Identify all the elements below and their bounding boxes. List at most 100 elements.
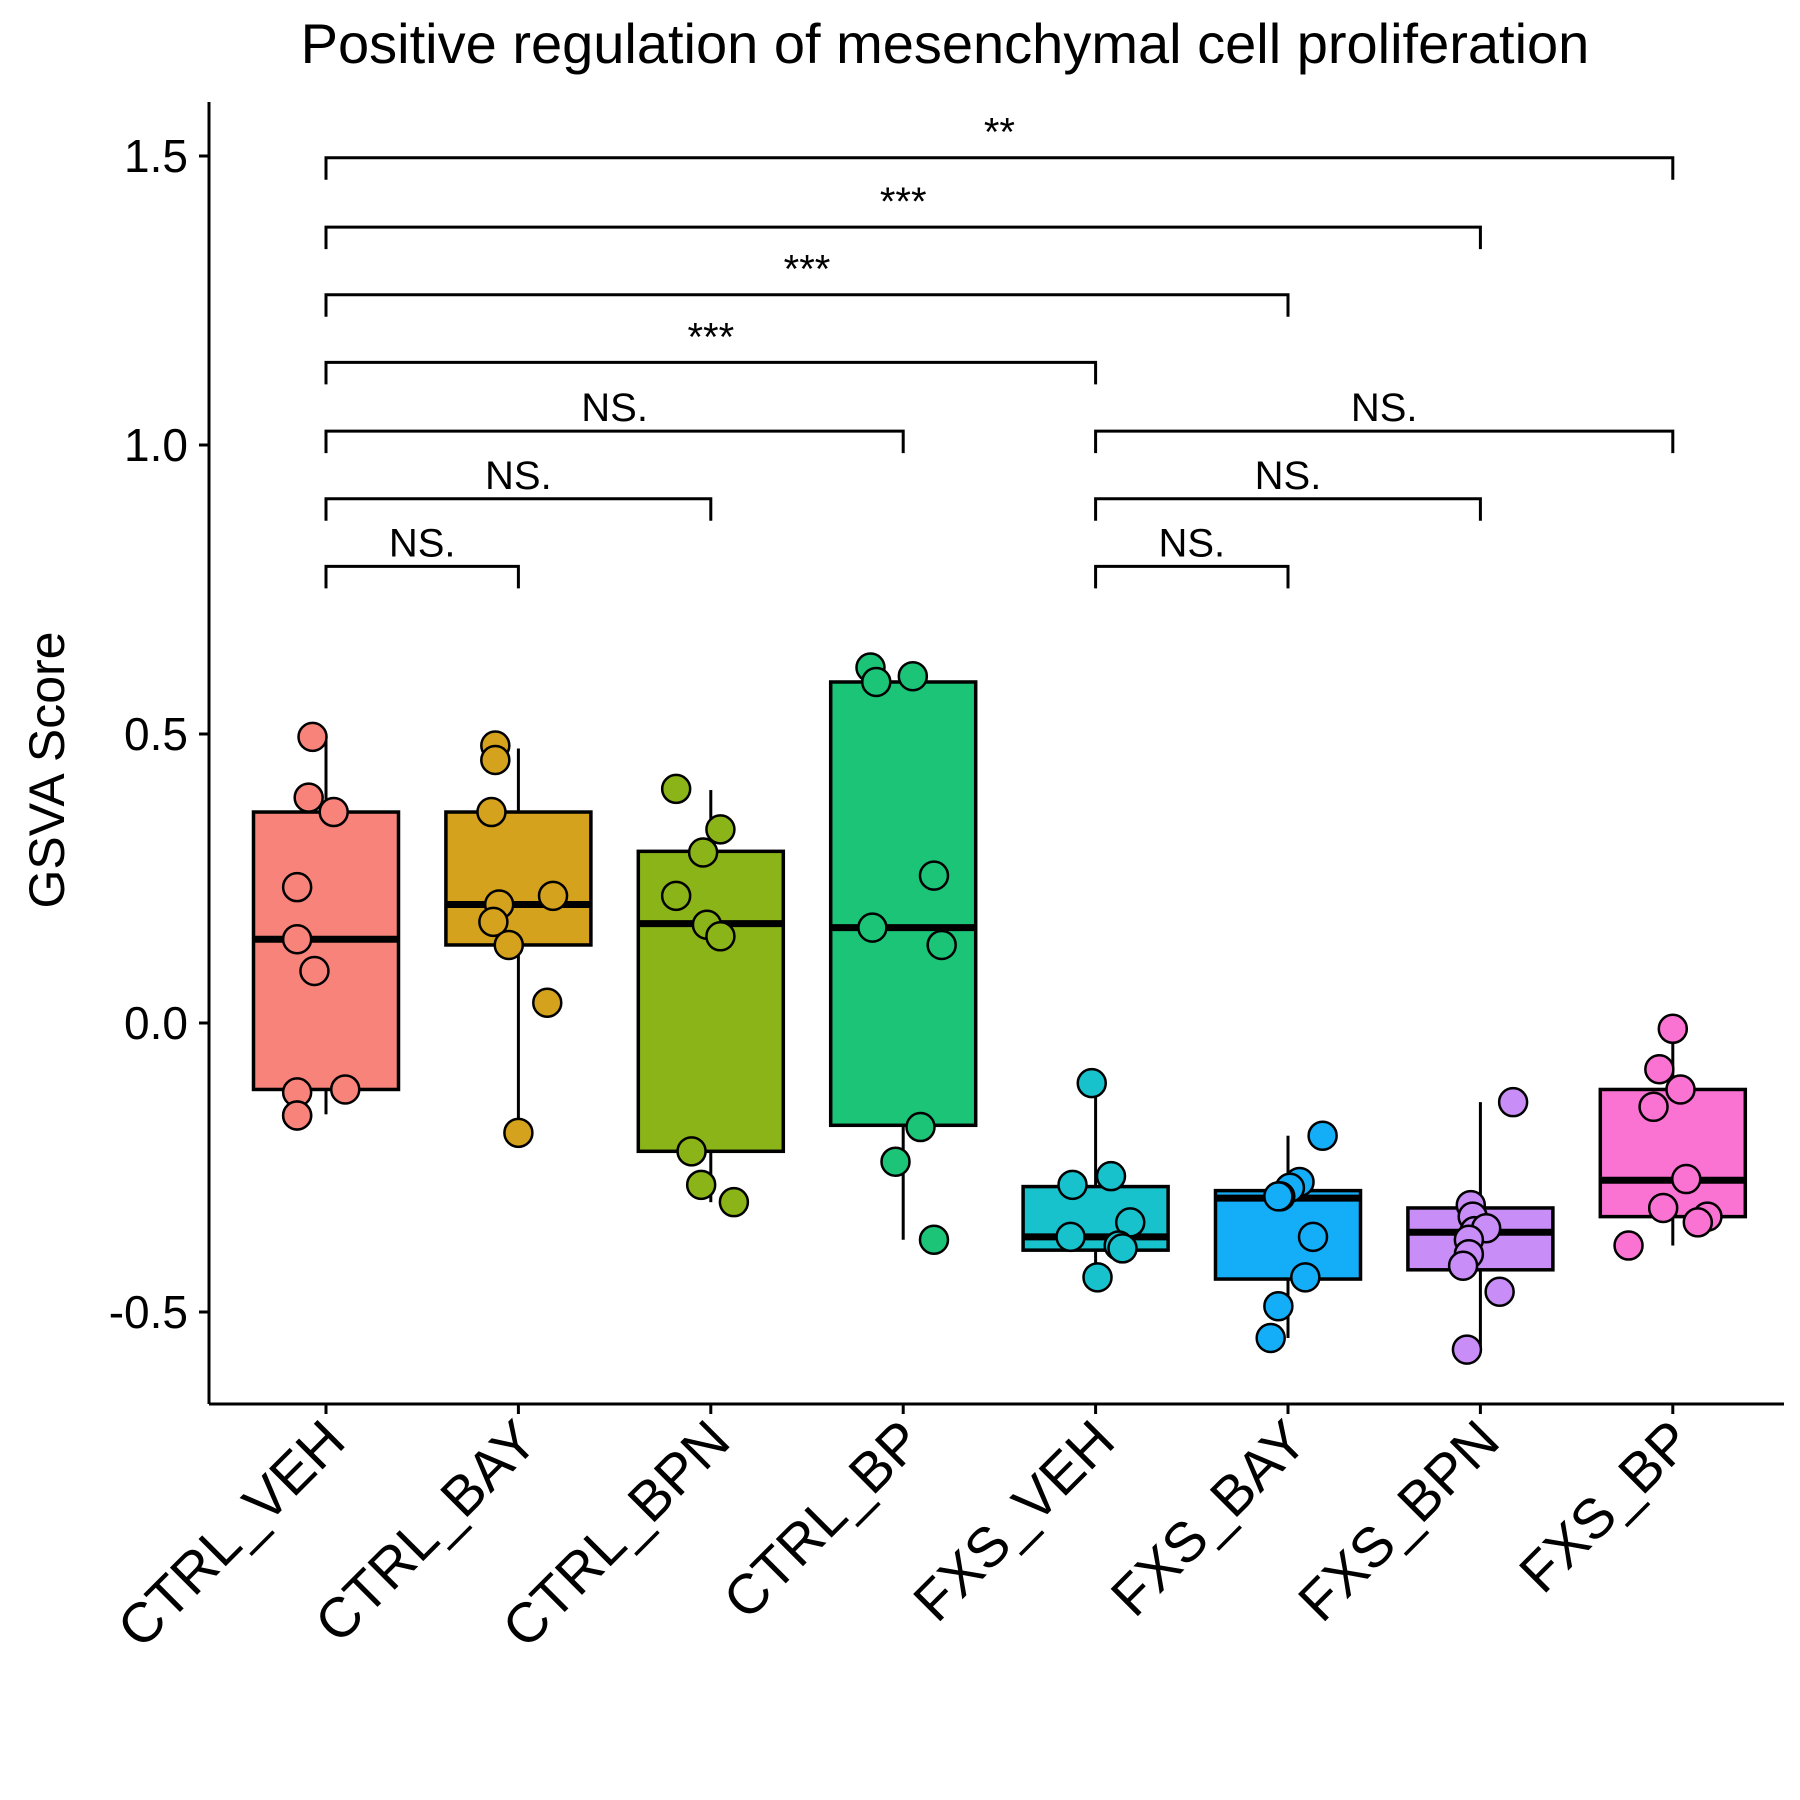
x-tick-label: CTRL_BP (711, 1408, 934, 1631)
y-tick-label: 1.0 (124, 419, 188, 471)
data-point (281, 871, 313, 903)
significance-label: NS. (1351, 386, 1418, 430)
data-point (318, 796, 349, 828)
data-point (857, 912, 888, 943)
data-point (1263, 1290, 1294, 1322)
data-point (1497, 1086, 1529, 1118)
data-point (1451, 1334, 1483, 1365)
y-tick-label: -0.5 (109, 1286, 188, 1338)
data-point (1082, 1262, 1113, 1293)
data-point (926, 929, 957, 961)
box-fxs-veh (1021, 1083, 1170, 1278)
data-point (660, 773, 692, 805)
data-point (1297, 1221, 1329, 1253)
data-points (281, 652, 1723, 1365)
y-ticks: -0.5 0.0 0.5 1.0 1.5 (109, 130, 209, 1338)
data-point (687, 837, 719, 868)
data-point (1644, 1053, 1675, 1085)
chart-title: Positive regulation of mesenchymal cell … (301, 12, 1590, 75)
box-body (444, 810, 593, 947)
data-point (532, 987, 563, 1019)
significance-bracket (324, 497, 713, 521)
significance-bracket (324, 156, 1675, 180)
significance-label: NS. (1255, 454, 1322, 498)
data-point (1307, 1120, 1338, 1151)
data-point (1638, 1091, 1669, 1123)
box-body (251, 810, 401, 1092)
x-tick-label: FXS_BAY (1099, 1408, 1319, 1628)
x-tick-label: FXS_BPN (1286, 1408, 1511, 1633)
significance-bracket (324, 564, 520, 589)
data-point (685, 1169, 717, 1201)
data-point (880, 1146, 911, 1177)
data-point (1682, 1207, 1714, 1238)
data-point (1613, 1230, 1644, 1261)
data-point (1290, 1262, 1321, 1293)
data-point (660, 880, 692, 912)
data-point (918, 860, 950, 891)
significance-bracket (1094, 429, 1675, 454)
data-point (1671, 1163, 1702, 1195)
significance-bracket (1094, 497, 1482, 521)
x-tick-label: FXS_VEH (901, 1408, 1126, 1633)
data-point (897, 660, 929, 692)
box-body (1021, 1184, 1170, 1252)
box-body (636, 849, 786, 1154)
data-point (537, 880, 569, 912)
significance-bracket (1094, 564, 1290, 589)
data-point (297, 721, 328, 753)
box-series (251, 670, 1748, 1350)
significance-brackets: NS.NS.NS.***********NS.NS.NS. (324, 111, 1675, 589)
data-point (293, 782, 324, 813)
box-ctrl-bp (828, 670, 978, 1240)
box-ctrl-veh (251, 736, 401, 1115)
data-point (1263, 1181, 1294, 1212)
data-point (1657, 1013, 1689, 1045)
data-point (281, 1100, 313, 1131)
data-point (299, 955, 330, 987)
data-point (705, 814, 736, 845)
data-point (493, 929, 525, 961)
box-body (828, 680, 978, 1128)
data-point (1076, 1067, 1108, 1099)
data-point (861, 666, 892, 698)
box-ctrl-bay (444, 748, 593, 1133)
data-point (1255, 1322, 1286, 1354)
x-ticks: CTRL_VEHCTRL_BAYCTRL_BPNCTRL_BPFXS_VEHFX… (105, 1404, 1703, 1659)
data-point (905, 1111, 936, 1143)
significance-label: *** (687, 315, 734, 359)
box-body (1213, 1188, 1363, 1281)
significance-label: NS. (581, 386, 648, 430)
significance-label: *** (880, 180, 927, 224)
significance-bracket (324, 225, 1482, 250)
data-point (329, 1074, 361, 1105)
data-point (480, 744, 511, 776)
x-tick-label: FXS_BP (1507, 1408, 1703, 1604)
data-point (478, 906, 509, 938)
data-point (1107, 1233, 1138, 1264)
data-point (718, 1186, 750, 1218)
significance-label: NS. (1158, 521, 1225, 565)
y-tick-label: 0.0 (124, 997, 188, 1049)
significance-label: ** (984, 111, 1015, 155)
data-point (1484, 1276, 1515, 1308)
data-point (1647, 1192, 1679, 1224)
data-point (1095, 1160, 1127, 1192)
data-point (1665, 1074, 1696, 1105)
data-point (705, 921, 736, 952)
data-point (503, 1117, 534, 1149)
data-point (1447, 1250, 1479, 1282)
significance-bracket (324, 293, 1290, 317)
y-axis-label: GSVA Score (19, 632, 75, 909)
data-point (476, 796, 507, 828)
significance-label: NS. (389, 521, 456, 565)
significance-label: *** (784, 248, 831, 292)
data-point (281, 923, 313, 955)
significance-bracket (324, 429, 905, 454)
significance-label: NS. (485, 454, 552, 498)
box-fxs-bay (1213, 1135, 1363, 1339)
data-point (1057, 1169, 1088, 1201)
data-point (676, 1136, 707, 1167)
